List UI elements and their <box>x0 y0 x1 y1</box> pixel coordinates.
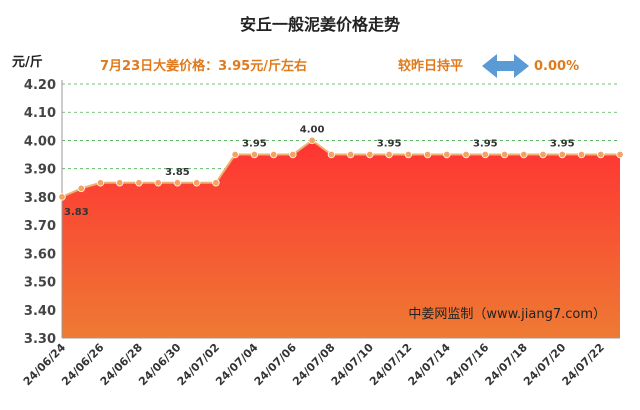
y-tick-label: 3.50 <box>24 276 56 291</box>
data-point <box>385 150 393 159</box>
y-axis-ticks: 3.30 3.40 3.50 3.60 3.70 3.80 3.90 4.00 4.10 4.20 <box>24 78 56 347</box>
data-label: 4.00 <box>300 124 325 135</box>
data-labels: 3.83 3.85 3.95 4.00 3.95 3.95 3.95 <box>64 124 575 217</box>
data-label: 3.95 <box>550 139 575 150</box>
data-point <box>58 193 66 201</box>
change-percent: 0.00% <box>534 59 579 74</box>
data-label: 3.95 <box>377 139 402 150</box>
x-tick-label: 24/07/22 <box>560 341 607 388</box>
data-point <box>366 150 374 159</box>
data-point <box>577 150 586 159</box>
y-tick-label: 4.00 <box>24 134 56 149</box>
data-point <box>135 179 143 187</box>
y-tick-label: 3.60 <box>24 247 56 262</box>
data-label: 3.95 <box>473 139 498 150</box>
data-point <box>212 179 220 187</box>
data-point <box>96 179 105 187</box>
watermark: 中姜网监制（www.jiang7.com） <box>408 307 606 322</box>
data-point <box>346 150 355 159</box>
data-point <box>597 150 605 159</box>
chart-title: 安丘一般泥姜价格走势 <box>240 15 400 34</box>
y-tick-label: 3.40 <box>24 304 56 319</box>
unit-label: 元/斤 <box>12 54 43 70</box>
y-tick-label: 3.30 <box>24 332 56 347</box>
data-point <box>327 150 336 159</box>
data-point <box>462 150 470 159</box>
data-point <box>173 179 182 187</box>
data-point <box>520 150 528 159</box>
x-axis-ticks: 24/06/2424/06/2624/06/2824/06/3024/07/02… <box>21 341 607 389</box>
data-point <box>250 150 259 159</box>
data-point <box>308 136 316 145</box>
data-markers <box>58 136 624 201</box>
compare-text: 较昨日持平 <box>398 58 463 74</box>
data-label: 3.85 <box>165 167 190 178</box>
data-point <box>192 179 201 187</box>
data-point <box>269 150 278 159</box>
area-fill <box>62 140 620 338</box>
data-point <box>558 150 566 159</box>
data-point <box>116 179 124 187</box>
data-label: 3.83 <box>64 207 89 218</box>
data-point <box>404 150 413 159</box>
y-tick-label: 4.20 <box>24 78 56 93</box>
data-point <box>77 184 85 193</box>
price-info: 7月23日大姜价格：3.95元/斤左右 <box>100 58 307 74</box>
y-tick-label: 3.70 <box>24 219 56 234</box>
data-point <box>443 150 451 159</box>
data-point <box>616 150 624 159</box>
y-tick-label: 3.90 <box>24 163 56 178</box>
data-point <box>539 150 547 159</box>
axes <box>61 80 620 339</box>
data-point <box>154 179 162 187</box>
data-point <box>423 150 432 159</box>
data-point <box>500 150 509 159</box>
data-label: 3.95 <box>242 139 267 150</box>
data-point <box>481 150 490 159</box>
data-point <box>231 150 239 159</box>
data-point <box>289 150 297 159</box>
y-tick-label: 4.10 <box>24 106 56 121</box>
y-tick-label: 3.80 <box>24 191 56 206</box>
double-arrow-icon <box>482 54 529 78</box>
